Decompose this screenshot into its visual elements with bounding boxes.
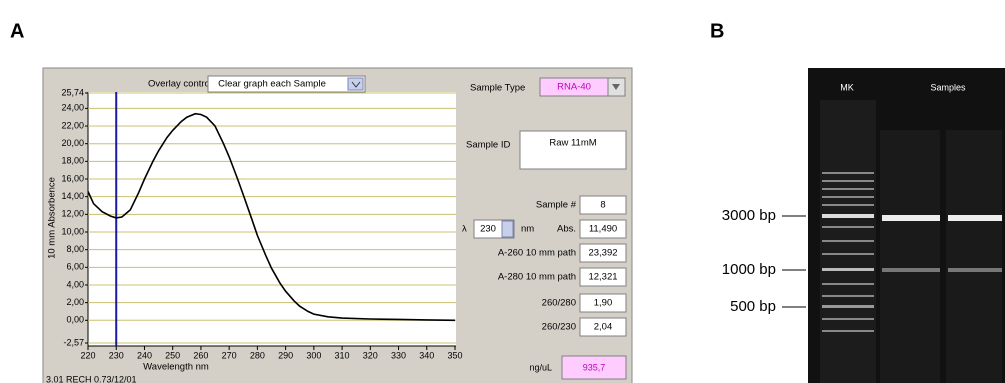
ratio-280-value: 1,90 — [594, 298, 613, 309]
sample-type-label: Sample Type — [470, 83, 525, 94]
lambda-symbol: λ — [462, 224, 467, 235]
x-tick-label: 250 — [165, 350, 180, 360]
x-tick-label: 290 — [278, 350, 293, 360]
sample-band — [948, 215, 1002, 221]
ratio-230-value: 2,04 — [594, 322, 613, 333]
x-tick-label: 230 — [109, 350, 124, 360]
y-tick-label: 14,00 — [61, 191, 84, 201]
marker-label: 1000 bp — [722, 261, 776, 278]
abs-value: 11,490 — [589, 224, 617, 235]
a280-value: 12,321 — [588, 272, 617, 283]
conc-label: ng/uL — [529, 362, 552, 372]
y-tick-label: 4,00 — [66, 279, 84, 289]
x-tick-label: 320 — [363, 350, 378, 360]
overlay-label: Overlay control — [148, 79, 212, 90]
sample-no-label: Sample # — [536, 200, 577, 211]
version: 3.01 RECH 0.73/12/01 — [46, 374, 137, 383]
ratio-280-label: 260/280 — [542, 298, 576, 309]
sample-no: 8 — [600, 200, 605, 211]
x-tick-label: 330 — [391, 350, 406, 360]
a280-label: A-280 10 mm path — [498, 272, 576, 283]
y-tick-label: 22,00 — [61, 120, 84, 130]
ladder-band — [822, 305, 874, 308]
ladder-band — [822, 214, 874, 218]
x-tick-label: 340 — [419, 350, 434, 360]
conc-value: 935,7 — [583, 362, 606, 372]
y-tick-label: -2,57 — [63, 337, 84, 347]
y-tick-label: 16,00 — [61, 173, 84, 183]
lane-label: MK — [840, 82, 854, 92]
x-tick-label: 350 — [447, 350, 462, 360]
marker-label: 3000 bp — [722, 207, 776, 224]
y-tick-label: 8,00 — [66, 244, 84, 254]
x-tick-label: 220 — [80, 350, 95, 360]
y-tick-label: 25,74 — [61, 87, 84, 97]
sample-lane — [946, 130, 1002, 383]
ratio-230-label: 260/230 — [542, 322, 576, 333]
y-tick-label: 2,00 — [66, 297, 84, 307]
spinner[interactable] — [502, 221, 513, 237]
y-tick-label: 24,00 — [61, 103, 84, 113]
sample-band — [948, 268, 1002, 272]
plot-area — [88, 92, 456, 346]
a260-label: A-260 10 mm path — [498, 248, 576, 259]
x-tick-label: 280 — [250, 350, 265, 360]
overlay-value: Clear graph each Sample — [218, 79, 326, 90]
sample-id-label: Sample ID — [466, 140, 510, 151]
y-tick-label: 18,00 — [61, 156, 84, 166]
y-tick-label: 12,00 — [61, 209, 84, 219]
x-tick-label: 260 — [193, 350, 208, 360]
y-tick-label: 6,00 — [66, 262, 84, 272]
abs-label: Abs. — [557, 224, 576, 235]
sample-band — [882, 215, 940, 221]
x-tick-label: 240 — [137, 350, 152, 360]
sample-type: RNA-40 — [557, 82, 591, 93]
panel-label: B — [710, 20, 724, 42]
panel-label: A — [10, 20, 24, 42]
figure: A B Overlay control Clear graph each Sam… — [0, 0, 1005, 383]
sample-band — [882, 268, 940, 272]
marker-label: 500 bp — [730, 298, 776, 315]
y-tick-label: 10,00 — [61, 226, 84, 236]
y-axis-label: 10 mm Absorbence — [47, 177, 58, 259]
ladder-band — [822, 268, 874, 271]
lambda-unit: nm — [521, 224, 534, 235]
x-tick-label: 310 — [335, 350, 350, 360]
lambda-value: 230 — [480, 224, 496, 235]
y-tick-label: 20,00 — [61, 138, 84, 148]
x-tick-label: 270 — [222, 350, 237, 360]
lane-label: Samples — [930, 82, 966, 92]
x-tick-label: 300 — [306, 350, 321, 360]
sample-id: Raw 11mM — [549, 138, 596, 149]
x-axis-label: Wavelength nm — [143, 362, 209, 373]
sample-lane — [880, 130, 940, 383]
y-tick-label: 0,00 — [66, 315, 84, 325]
dropdown-button[interactable] — [348, 78, 363, 90]
a260-value: 23,392 — [588, 248, 617, 259]
